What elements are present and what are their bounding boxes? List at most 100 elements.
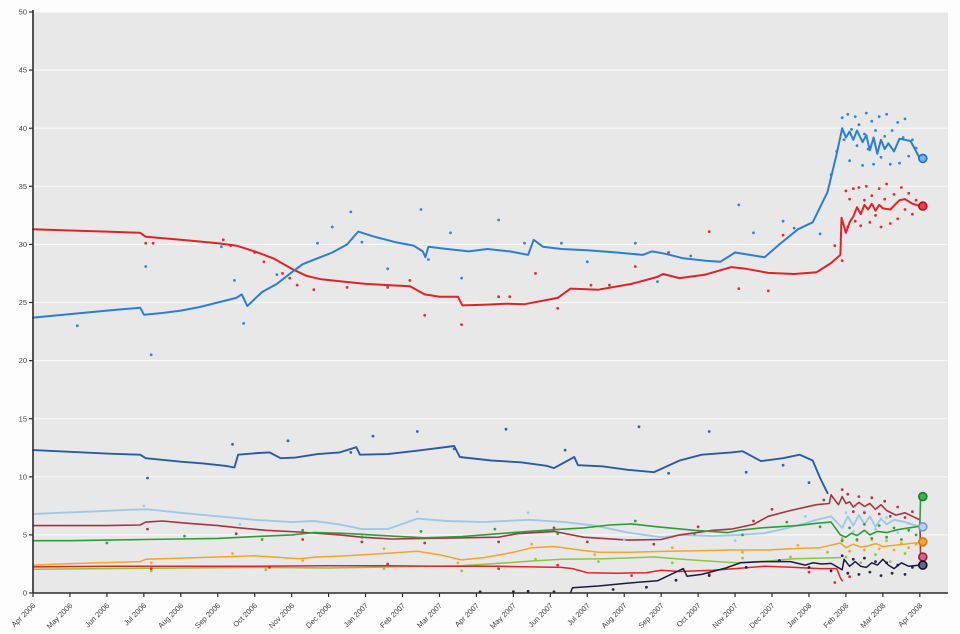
poll-dot-light-green	[826, 550, 829, 554]
poll-dot-green	[493, 527, 497, 531]
poll-dot-blue	[656, 280, 659, 283]
poll-dot-red	[833, 244, 837, 248]
poll-dot-orange	[892, 548, 896, 552]
poll-dot-maroon	[883, 499, 887, 503]
x-axis-label: Sep 2006	[193, 601, 222, 630]
poll-dot-dark-navy	[885, 561, 888, 565]
poll-dot-navy	[231, 442, 234, 446]
poll-dot-pale-blue	[142, 504, 146, 508]
poll-dot-green	[914, 533, 918, 537]
poll-dot-maroon	[770, 507, 774, 511]
end-marker-pale-blue	[917, 521, 928, 532]
poll-dot-red	[879, 225, 883, 229]
poll-dot-dark-navy	[526, 589, 530, 593]
poll-dot-dark-navy	[778, 559, 781, 562]
x-axis-label: Oct 2006	[231, 601, 259, 629]
poll-dot-red	[911, 212, 914, 216]
poll-dot-blue	[879, 155, 883, 159]
poll-dot-light-green	[903, 552, 907, 555]
poll-dot-red	[846, 225, 850, 229]
poll-dot-red	[423, 313, 427, 317]
poll-dot-blue	[835, 150, 839, 153]
poll-dot-dark-navy	[890, 571, 894, 575]
y-axis-label: 45	[19, 66, 27, 75]
poll-dot-orange	[382, 547, 386, 551]
series-line-blue	[32, 127, 921, 319]
poll-dot-blue	[896, 121, 900, 124]
poll-dot-red	[781, 233, 785, 237]
poll-dot-dark-navy	[674, 578, 678, 582]
poll-dot-blue	[903, 117, 907, 121]
poll-dot-maroon	[301, 538, 305, 541]
poll-dot-blue	[853, 115, 857, 118]
poll-dot-small-red	[268, 566, 271, 569]
poll-dot-small-red	[630, 574, 633, 577]
poll-dot-red	[883, 197, 887, 201]
poll-dot-blue	[560, 241, 563, 245]
poll-dot-blue	[861, 164, 864, 167]
x-axis-label: Apr 2006	[10, 601, 38, 629]
poll-dot-red	[556, 306, 560, 310]
poll-dot-orange	[877, 547, 881, 551]
poll-dot-dark-navy	[846, 571, 850, 575]
poll-dot-light-green	[741, 556, 744, 560]
series-line-orange	[32, 541, 921, 566]
poll-dot-red	[868, 220, 872, 224]
poll-dot-maroon	[752, 519, 755, 523]
poll-dot-blue	[892, 148, 896, 152]
poll-dot-light-green	[874, 553, 877, 557]
x-axis-label: Jun 2006	[83, 601, 111, 629]
series-line-red	[32, 198, 921, 307]
poll-dot-red	[253, 251, 257, 254]
poll-dot-dark-navy	[851, 557, 855, 561]
x-axis-label: Mar 2007	[415, 601, 444, 630]
poll-dot-maroon	[234, 532, 238, 536]
poll-dot-small-red	[386, 562, 390, 566]
poll-dot-blue	[885, 112, 888, 116]
poll-dot-navy	[563, 448, 567, 452]
poll-dot-blue	[864, 111, 868, 115]
poll-dot-blue	[752, 231, 755, 235]
poll-dot-blue	[907, 154, 911, 158]
poll-dot-green	[885, 535, 888, 539]
poll-dot-navy	[415, 430, 419, 433]
poll-dot-red	[229, 244, 233, 248]
poll-dot-blue	[330, 225, 334, 229]
poll-dot-orange	[301, 559, 305, 562]
poll-dot-pale-blue	[238, 523, 242, 526]
x-axis-label: Feb 2008	[822, 601, 851, 630]
poll-dot-blue	[419, 208, 423, 211]
poll-dot-small-red	[497, 567, 500, 570]
poll-dot-green	[693, 532, 696, 536]
poll-dot-blue	[75, 324, 79, 328]
series-line-green	[32, 495, 922, 542]
poll-dot-light-green	[264, 568, 268, 572]
poll-dot-maroon	[423, 541, 427, 545]
poll-dot-blue	[911, 138, 914, 142]
poll-dot-maroon	[146, 527, 149, 531]
x-axis-label: May 2006	[45, 601, 75, 631]
series-line-navy	[32, 445, 829, 495]
poll-dot-light-green	[534, 557, 537, 561]
x-axis-label: Jul 2007	[565, 601, 591, 627]
poll-dot-navy	[637, 425, 641, 429]
poll-dot-red	[874, 214, 877, 217]
poll-dot-orange	[670, 546, 674, 550]
poll-dot-dark-navy	[868, 570, 872, 574]
poll-dot-blue	[585, 260, 589, 264]
poll-dot-dark-navy	[645, 585, 648, 589]
poll-dot-light-green	[597, 560, 600, 563]
series-line-dark-navy	[569, 558, 921, 594]
poll-dot-red	[844, 189, 848, 193]
poll-dot-dark-navy	[911, 566, 914, 569]
poll-dot-light-green	[670, 561, 674, 565]
x-axis-label: Jul 2006	[122, 601, 148, 627]
poll-dot-blue	[523, 241, 526, 245]
poll-dot-green	[855, 538, 859, 541]
poll-dot-orange	[149, 561, 153, 565]
x-axis-label: May 2007	[488, 601, 518, 631]
poll-dot-red	[737, 287, 741, 290]
poll-dot-orange	[900, 541, 903, 545]
